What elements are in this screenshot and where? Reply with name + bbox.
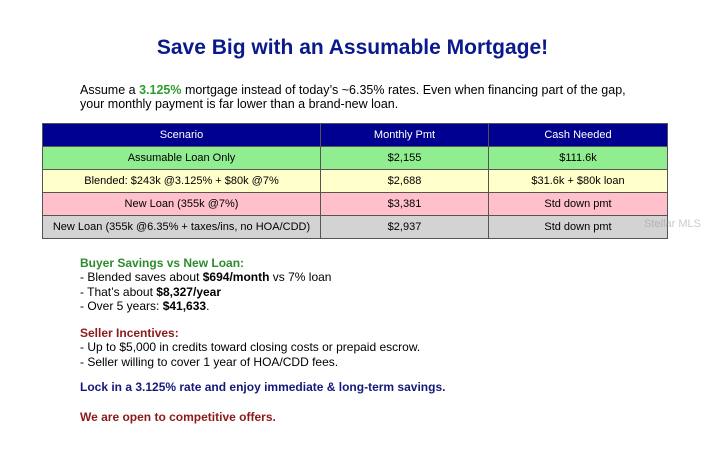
cell: Std down pmt <box>488 215 668 239</box>
cell: $3,381 <box>320 192 489 216</box>
text: . <box>206 299 210 313</box>
watermark: Stellar MLS <box>644 218 701 230</box>
callout: Lock in a 3.125% rate and enjoy immediat… <box>80 380 446 394</box>
callout: We are open to competitive offers. <box>80 410 276 424</box>
cell: $2,937 <box>320 215 489 239</box>
row: Blended: $243k @3.125% + $80k @7% $2,688 $… <box>42 169 668 193</box>
section-heading: Buyer Savings vs New Loan: <box>80 256 245 270</box>
header-cell: Cash Needed <box>488 123 668 147</box>
bullet: - Seller willing to cover 1 year of HOA/… <box>80 354 339 369</box>
bullet: - That’s about $8,327/year <box>80 285 221 299</box>
text: - That’s about <box>80 284 157 299</box>
cell: Std down pmt <box>488 192 668 216</box>
bullet: - Over 5 years: $41,633. <box>80 299 209 313</box>
cell: New Loan (355k @6.35% + taxes/ins, no HO… <box>42 215 321 239</box>
intro-line: your monthly payment is far lower than a… <box>80 97 399 111</box>
text: $694/month <box>202 270 270 284</box>
row: New Loan (355k @7%) $3,381 Std down pmt <box>42 192 668 216</box>
text: $8,327/year <box>156 284 222 299</box>
rate: 3.125% <box>139 83 182 97</box>
cell: Blended: $243k @3.125% + $80k @7% <box>42 169 321 193</box>
text: Assume a <box>80 83 140 97</box>
row: New Loan (355k @6.35% + taxes/ins, no HO… <box>42 215 668 239</box>
text: - Over 5 years: <box>80 299 163 313</box>
cell: $31.6k + $80k loan <box>488 169 668 193</box>
intro-line: Assume a 3.125% mortgage instead of toda… <box>80 83 626 97</box>
text: - Blended saves about <box>80 270 203 284</box>
cell: $111.6k <box>488 146 668 170</box>
cell: Assumable Loan Only <box>42 146 321 170</box>
title: Save Big with an Assumable Mortgage! <box>156 36 549 59</box>
section-heading: Seller Incentives: <box>80 326 179 340</box>
cell: $2,155 <box>320 146 489 170</box>
header-cell: Scenario <box>42 123 321 147</box>
text: $41,633 <box>162 299 207 313</box>
bullet: - Up to $5,000 in credits toward closing… <box>80 340 421 354</box>
text: vs 7% loan <box>269 270 332 284</box>
row: Assumable Loan Only $2,155 $111.6k <box>42 146 668 170</box>
text: mortgage instead of today’s ~6.35% rates… <box>181 83 626 97</box>
header-row: Scenario Monthly Pmt Cash Needed <box>42 123 668 147</box>
cell: $2,688 <box>320 169 489 193</box>
bullet: - Blended saves about $694/month vs 7% l… <box>80 270 331 284</box>
table: Scenario Monthly Pmt Cash Needed Assumable … <box>42 123 668 239</box>
cell: New Loan (355k @7%) <box>42 192 321 216</box>
header-cell: Monthly Pmt <box>320 123 489 147</box>
